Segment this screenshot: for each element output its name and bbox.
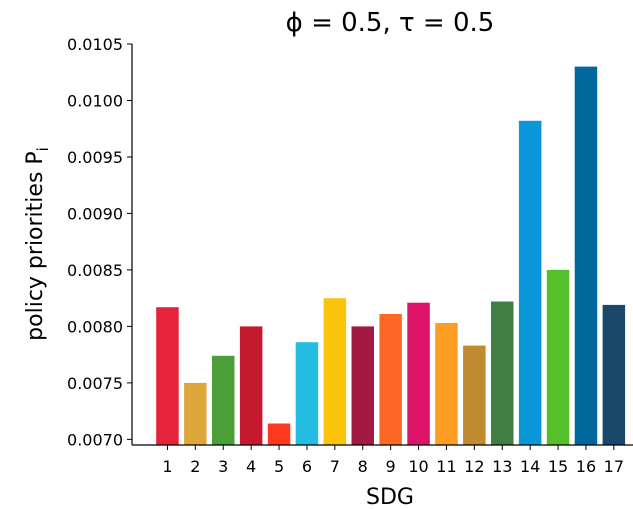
- bar-sdg-16: [574, 66, 598, 445]
- bar-sdg-1: [156, 307, 179, 445]
- x-tick-label: 6: [302, 457, 312, 476]
- y-axis: 0.0070 0.0075 0.0080 0.0085 0.0090 0.0095 0.01…: [67, 35, 132, 449]
- x-tick-label: 17: [604, 457, 624, 476]
- bar-sdg-6: [295, 342, 319, 445]
- x-tick-label: 11: [436, 457, 456, 476]
- y-tick-label: 0.0080: [67, 317, 123, 336]
- bar-sdg-13: [491, 301, 514, 445]
- x-axis-label: SDG: [366, 485, 414, 509]
- x-tick-label: 12: [464, 457, 484, 476]
- bar-sdg-4: [239, 326, 263, 445]
- bar-sdg-5: [267, 423, 291, 445]
- y-axis-label-main: policy priorities P: [23, 151, 48, 341]
- bar-sdg-14: [518, 120, 542, 446]
- x-axis: 1 2 3 4 5 6 7 8 9 10 11 12 13 14 15 16 17: [162, 445, 624, 476]
- bar-sdg-2: [184, 382, 207, 445]
- y-tick-label: 0.0095: [67, 148, 123, 167]
- bar-sdg-9: [379, 314, 402, 445]
- y-tick-label: 0.0075: [67, 374, 123, 393]
- bar-sdg-7: [323, 298, 347, 445]
- x-tick-label: 3: [218, 457, 228, 476]
- x-tick-label: 10: [408, 457, 428, 476]
- x-tick-label: 7: [330, 457, 340, 476]
- y-axis-label-subscript: i: [34, 147, 52, 151]
- x-tick-label: 14: [520, 457, 540, 476]
- y-tick-label: 0.0100: [67, 91, 123, 110]
- bar-sdg-15: [546, 269, 570, 445]
- x-tick-label: 15: [548, 457, 568, 476]
- x-tick-label: 2: [190, 457, 200, 476]
- x-tick-label: 13: [492, 457, 512, 476]
- y-tick-label: 0.0105: [67, 35, 123, 54]
- x-tick-label: 4: [246, 457, 256, 476]
- bar-sdg-8: [351, 326, 374, 445]
- chart-title: ϕ = 0.5, τ = 0.5: [286, 8, 495, 38]
- bar-sdg-17: [602, 304, 626, 445]
- y-tick-label: 0.0090: [67, 204, 123, 223]
- y-tick-label: 0.0070: [67, 430, 123, 449]
- bars: [156, 66, 626, 446]
- x-tick-label: 8: [358, 457, 368, 476]
- x-tick-label: 16: [576, 457, 596, 476]
- bar-sdg-3: [212, 355, 235, 445]
- x-tick-label: 5: [274, 457, 284, 476]
- bar-sdg-10: [407, 302, 430, 445]
- y-tick-label: 0.0085: [67, 261, 123, 280]
- bar-sdg-11: [435, 323, 458, 445]
- x-tick-label: 1: [162, 457, 172, 476]
- y-axis-label: policy priorities Pi: [23, 147, 52, 341]
- bar-sdg-12: [463, 345, 486, 445]
- x-tick-label: 9: [386, 457, 396, 476]
